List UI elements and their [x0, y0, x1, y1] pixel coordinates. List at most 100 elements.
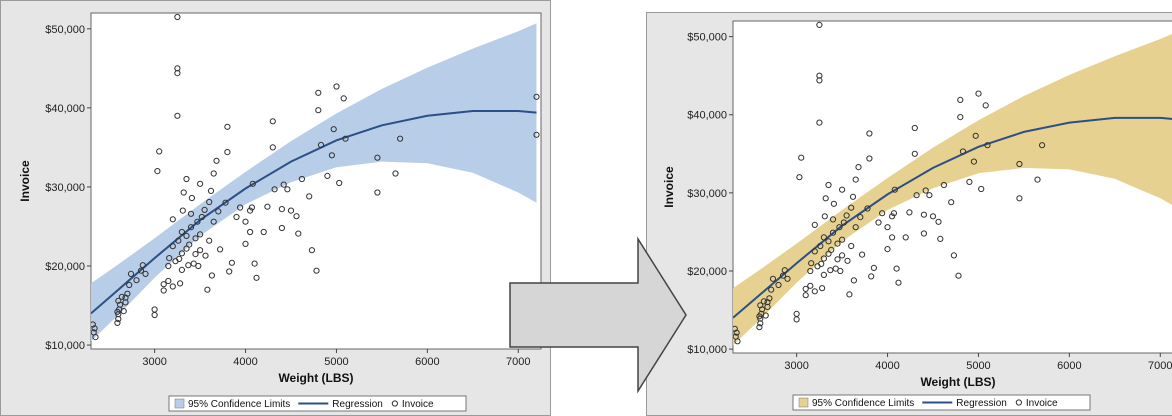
- data-point: [242, 218, 249, 225]
- data-point: [271, 186, 278, 193]
- data-point: [217, 246, 224, 253]
- arrow-shape: [509, 236, 687, 394]
- data-point: [206, 237, 213, 244]
- data-point: [533, 93, 540, 100]
- data-point: [197, 247, 204, 254]
- data-point: [840, 219, 847, 226]
- data-point: [185, 262, 192, 269]
- data-point: [160, 281, 167, 288]
- x-tick-label: 5000: [966, 360, 990, 372]
- data-point: [295, 230, 302, 237]
- data-point: [839, 236, 846, 243]
- data-point: [839, 186, 846, 193]
- data-point: [251, 260, 258, 267]
- data-point: [374, 154, 381, 161]
- data-point: [781, 267, 788, 274]
- data-point: [174, 112, 181, 119]
- data-point: [187, 210, 195, 217]
- data-point: [197, 231, 204, 238]
- data-point: [802, 292, 809, 299]
- data-point: [895, 279, 902, 286]
- data-point: [802, 285, 809, 292]
- data-point: [174, 65, 181, 72]
- y-axis-title: Invoice: [18, 160, 32, 202]
- data-point: [137, 267, 145, 274]
- data-point: [198, 213, 205, 221]
- data-point: [397, 135, 404, 142]
- data-point: [287, 207, 295, 214]
- data-point: [868, 273, 875, 280]
- data-point: [768, 286, 775, 293]
- data-point: [762, 312, 769, 319]
- data-point: [202, 252, 209, 259]
- data-point: [793, 310, 800, 317]
- x-tick-label: 7000: [506, 356, 530, 368]
- data-point: [893, 265, 900, 272]
- y-axis-title: Invoice: [662, 166, 676, 208]
- data-point: [757, 302, 764, 309]
- data-point: [120, 308, 127, 315]
- data-point: [115, 297, 122, 304]
- data-point: [206, 198, 213, 206]
- data-point: [984, 142, 991, 149]
- data-point: [879, 210, 886, 217]
- data-point: [875, 219, 882, 226]
- y-tick-label: $10,000: [45, 340, 85, 352]
- legend-label: Regression: [956, 398, 1007, 409]
- chart-right: 3000 4000 5000 6000 7000 $10,000 $20,000 $30,00…: [662, 20, 1172, 411]
- data-point: [156, 148, 163, 155]
- data-point: [906, 209, 913, 216]
- y-tick-label: $30,000: [687, 188, 727, 200]
- data-point: [811, 288, 818, 295]
- y-tick-label: $10,000: [687, 344, 727, 356]
- data-point: [811, 248, 818, 255]
- data-point: [818, 260, 825, 267]
- data-point: [816, 72, 823, 79]
- data-point: [114, 308, 121, 315]
- chart-panel-left: 3000 4000 5000 6000 7000 $10,000 $20,000 $30,00…: [0, 0, 551, 416]
- data-point: [830, 200, 837, 207]
- data-point: [929, 213, 937, 220]
- data-point: [204, 286, 211, 293]
- data-point: [247, 228, 254, 236]
- data-point: [937, 235, 944, 242]
- x-axis-title: Weight (LBS): [278, 371, 353, 385]
- data-point: [966, 178, 973, 185]
- data-point: [760, 298, 768, 305]
- data-point: [278, 224, 285, 232]
- data-point: [982, 102, 989, 109]
- data-point: [336, 179, 343, 187]
- data-point: [313, 267, 320, 274]
- data-point: [324, 172, 331, 179]
- data-point: [177, 280, 184, 287]
- data-point: [808, 260, 815, 267]
- legend-swatch-band: [174, 398, 185, 409]
- data-point: [926, 192, 933, 199]
- data-point: [166, 255, 173, 262]
- x-tick-label: 4000: [875, 360, 899, 372]
- data-point: [213, 157, 220, 164]
- data-point: [821, 213, 828, 220]
- data-point: [127, 270, 135, 277]
- data-point: [889, 213, 896, 220]
- data-point: [757, 320, 764, 327]
- data-point: [201, 206, 208, 213]
- data-point: [852, 224, 859, 231]
- legend-label: 95% Confidence Limits: [812, 398, 914, 409]
- data-point: [122, 294, 129, 301]
- data-point: [820, 271, 827, 278]
- data-point: [91, 325, 98, 332]
- legend-label: 95% Confidence Limits: [188, 399, 290, 410]
- data-point: [330, 126, 337, 133]
- data-point: [194, 218, 201, 225]
- x-tick-label: 7000: [1148, 360, 1172, 372]
- data-point: [183, 232, 190, 239]
- chart-panel-right: 3000 4000 5000 6000 7000 $10,000 $20,000 $30,00…: [646, 12, 1172, 416]
- data-point: [940, 181, 947, 189]
- data-point: [142, 270, 149, 277]
- data-point: [333, 83, 340, 90]
- legend-swatch-band: [798, 397, 809, 408]
- data-point: [848, 242, 855, 250]
- data-point: [315, 89, 322, 96]
- data-point: [884, 224, 891, 231]
